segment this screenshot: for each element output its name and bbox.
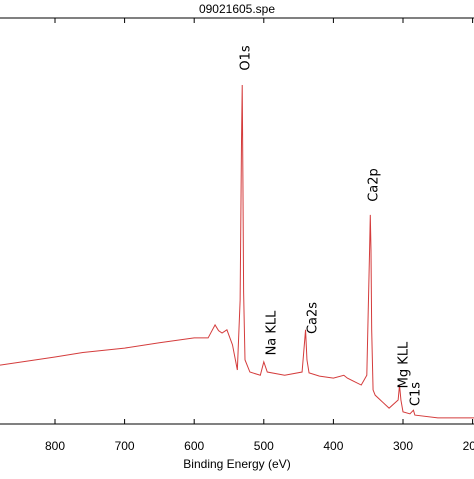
peak-label: Ca2p xyxy=(367,168,382,202)
peak-label: O1s xyxy=(239,45,254,71)
x-axis-label: Binding Energy (eV) xyxy=(183,457,290,471)
chart-title: 09021605.spe xyxy=(199,2,275,16)
x-tick-label: 300 xyxy=(393,439,413,453)
peak-label: Na KLL xyxy=(265,310,280,356)
x-tick-label: 200 xyxy=(463,439,474,453)
x-tick-label: 400 xyxy=(323,439,343,453)
x-tick-label: 800 xyxy=(45,439,65,453)
peak-label: Ca2s xyxy=(306,302,321,334)
x-tick-label: 600 xyxy=(184,439,204,453)
spectrum-line xyxy=(0,84,474,419)
x-tick-label: 500 xyxy=(254,439,274,453)
peak-label: C1s xyxy=(409,382,424,406)
x-tick-label: 700 xyxy=(115,439,135,453)
peak-label: Mg KLL xyxy=(397,341,412,388)
